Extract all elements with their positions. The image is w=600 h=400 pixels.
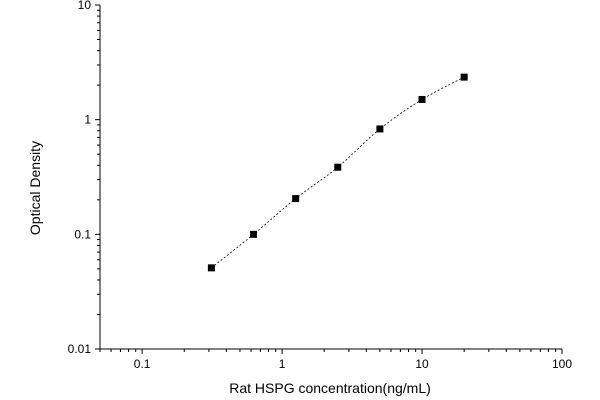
x-tick-label: 10 (415, 357, 429, 371)
data-point (250, 230, 258, 238)
data-point (376, 125, 384, 133)
x-tick-label: 100 (552, 357, 572, 371)
series-line (211, 76, 465, 269)
y-tick-label: 1 (84, 113, 91, 127)
data-point (334, 163, 342, 171)
data-point (207, 264, 215, 272)
data-point (292, 195, 300, 203)
x-tick-label: 0.1 (134, 357, 151, 371)
x-tick-labels: 0.1 1 10 100 (134, 357, 573, 371)
y-tick-label: 0.1 (74, 227, 91, 241)
major-ticks-x (141, 349, 563, 354)
major-ticks-y (95, 4, 100, 350)
x-tick-label: 1 (279, 357, 286, 371)
data-point (418, 95, 426, 103)
y-tick-label: 10 (78, 0, 92, 12)
data-points (207, 73, 468, 272)
x-axis-title: Rat HSPG concentration(ng/mL) (229, 380, 431, 396)
y-tick-label: 0.01 (68, 342, 92, 356)
y-axis-title: Optical Density (27, 141, 43, 235)
data-point (460, 73, 468, 81)
y-tick-labels: 0.01 0.1 1 10 (68, 0, 92, 356)
